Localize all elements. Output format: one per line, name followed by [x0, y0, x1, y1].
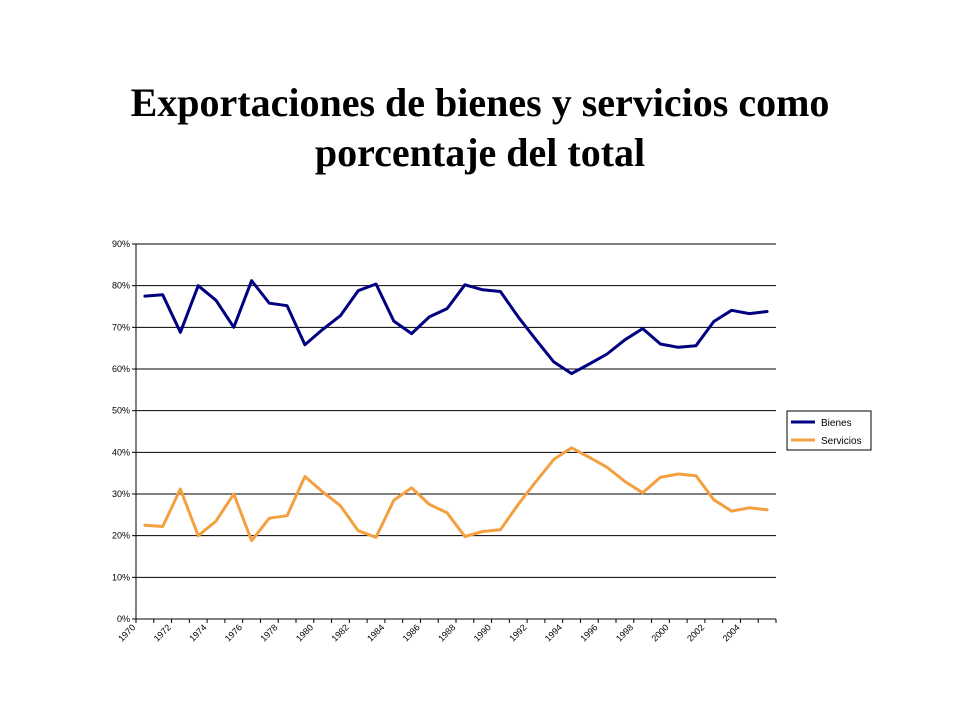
x-tick-labels: 1970 1972 1974 1976 1978 1980 1982 1984 1986 1988…: [116, 622, 742, 643]
legend-label: Servicios: [821, 436, 862, 447]
y-tick-label: 90%: [112, 239, 130, 249]
x-tick-label: 1980: [294, 622, 315, 643]
x-tick-label: 1992: [507, 622, 528, 643]
x-tick-label: 2004: [721, 622, 742, 643]
y-tick-label: 10%: [112, 572, 130, 582]
x-tick-label: 1984: [365, 622, 386, 643]
x-tick-label: 1970: [116, 622, 137, 643]
x-tick-label: 1982: [330, 622, 351, 643]
x-tick-label: 1974: [187, 622, 208, 643]
gridlines: [136, 243, 776, 578]
x-tick-label: 1990: [472, 622, 493, 643]
y-tick-label: 60%: [112, 364, 130, 374]
y-tick-labels: 0% 10% 20% 30% 40% 50% 60% 70% 80% 90%: [112, 239, 130, 624]
x-tick-label: 1988: [436, 622, 457, 643]
legend-box: [786, 410, 872, 451]
x-tick-label: 1972: [152, 622, 173, 643]
chart-title: Exportaciones de bienes y servicios como…: [130, 80, 830, 175]
x-tick-label: 1994: [543, 622, 564, 643]
x-tick-label: 1998: [614, 622, 635, 643]
x-tick-label: 1978: [258, 622, 279, 643]
legend: Bienes Servicios: [786, 410, 872, 451]
x-tick-label: 1996: [578, 622, 599, 643]
axes: [132, 243, 777, 623]
y-tick-label: 30%: [112, 489, 130, 499]
y-tick-label: 20%: [112, 531, 130, 541]
x-tick-label: 2002: [685, 622, 706, 643]
x-tick-label: 1976: [223, 622, 244, 643]
series-line-bienes: [143, 279, 769, 376]
y-tick-label: 50%: [112, 406, 130, 416]
y-tick-label: 40%: [112, 447, 130, 457]
legend-label: Bienes: [821, 418, 852, 429]
y-tick-label: 80%: [112, 281, 130, 291]
y-tick-label: 70%: [112, 322, 130, 332]
series-line-servicios: [143, 446, 769, 543]
series-lines: [143, 279, 769, 543]
x-tick-label: 2000: [650, 622, 671, 643]
x-tick-label: 1986: [401, 622, 422, 643]
y-tick-label: 0%: [117, 614, 130, 624]
